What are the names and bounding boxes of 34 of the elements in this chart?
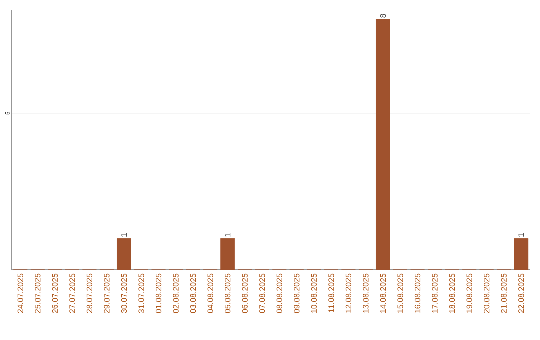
data-label: 1 bbox=[518, 233, 524, 237]
x-tick-label: 02.08.2025 bbox=[173, 274, 179, 314]
x-tick-label: 10.08.2025 bbox=[311, 274, 318, 313]
x-tick-label: 16.08.2025 bbox=[414, 274, 421, 313]
x-tick-label: 05.08.2025 bbox=[225, 274, 231, 314]
data-label: 1 bbox=[121, 233, 127, 237]
x-tick-label: 21.08.2025 bbox=[501, 274, 507, 314]
x-tick-label: 27.07.2025 bbox=[70, 274, 76, 314]
x-tick-label: 19.08.2025 bbox=[466, 274, 472, 313]
x-tick-label: 03.08.2025 bbox=[190, 274, 196, 314]
x-tick-label: 31.07.2025 bbox=[138, 274, 144, 314]
data-label: 1 bbox=[225, 233, 231, 237]
x-tick-label: 12.08.2025 bbox=[346, 274, 352, 313]
x-tick-label: 30.07.2025 bbox=[121, 274, 128, 314]
x-tick-label: 17.08.2025 bbox=[432, 274, 438, 313]
x-tick-label: 14.08.2025 bbox=[380, 274, 386, 313]
x-tick-label: 15.08.2025 bbox=[398, 274, 404, 313]
x-tick-label: 28.07.2025 bbox=[86, 274, 93, 314]
x-tick-label: 25.07.2025 bbox=[35, 274, 41, 314]
x-tick-label: 26.07.2025 bbox=[52, 274, 58, 314]
x-tick-label: 06.08.2025 bbox=[242, 274, 248, 314]
x-tick-label: 20.08.2025 bbox=[484, 274, 490, 314]
x-tick-label: 08.08.2025 bbox=[276, 274, 282, 314]
x-tick-label: 04.08.2025 bbox=[208, 274, 214, 314]
x-tick-label: 22.08.2025 bbox=[518, 274, 524, 314]
x-tick-label: 29.07.2025 bbox=[104, 274, 110, 314]
x-tick-label: 07.08.2025 bbox=[260, 274, 266, 314]
x-tick-label: 18.08.2025 bbox=[449, 274, 456, 313]
x-tick-label: 01.08.2025 bbox=[156, 274, 162, 314]
x-tick-label: 24.07.2025 bbox=[18, 274, 24, 314]
x-tick-label: 09.08.2025 bbox=[294, 274, 300, 314]
x-tick-label: 11.08.2025 bbox=[328, 274, 334, 312]
data-label: 8 bbox=[380, 14, 386, 18]
x-tick-label: 13.08.2025 bbox=[363, 274, 369, 313]
